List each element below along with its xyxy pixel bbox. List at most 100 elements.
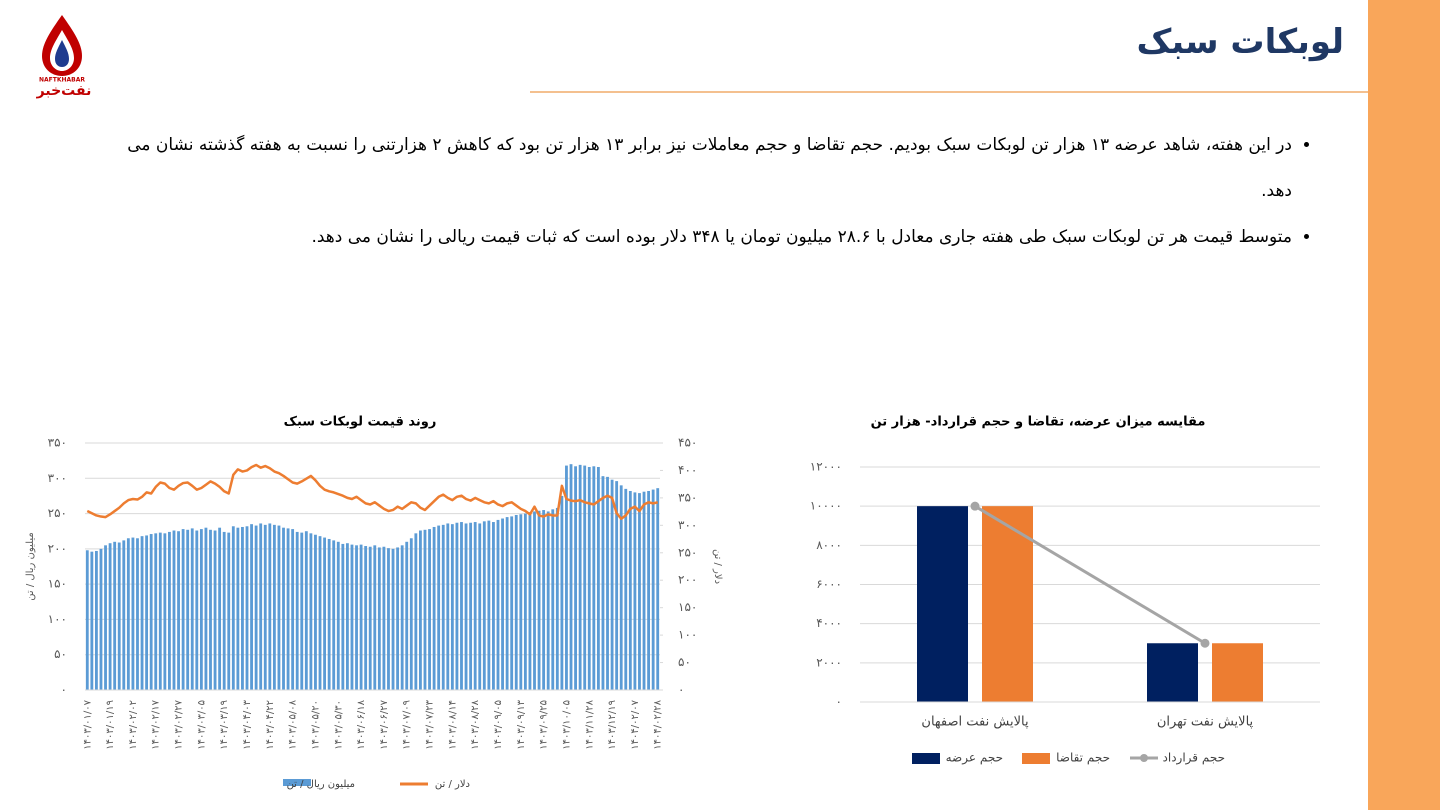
y-tick-label: ۱۰۰۰۰ xyxy=(810,499,842,513)
y2-tick-label: ۳۰۰ xyxy=(678,518,697,532)
bar xyxy=(405,541,409,690)
bar xyxy=(259,523,263,690)
x-tick-label: ۱۴۰۳/۰۴/۲۲ xyxy=(265,700,276,750)
legend-label: حجم تقاضا xyxy=(1056,751,1110,765)
bar xyxy=(309,533,313,690)
bar xyxy=(423,529,427,690)
bar xyxy=(364,546,368,690)
bar xyxy=(651,489,655,690)
bar xyxy=(583,465,587,690)
bar xyxy=(168,531,171,690)
bar xyxy=(441,524,445,690)
x-tick-label: ۱۴۰۳/۱۰/۰۵ xyxy=(561,700,572,750)
bar xyxy=(94,550,98,690)
bar xyxy=(615,481,619,690)
bar xyxy=(136,538,139,690)
bar xyxy=(323,537,326,690)
bar xyxy=(387,548,390,690)
bar xyxy=(523,513,527,690)
bar xyxy=(263,524,267,690)
y2-tick-label: ۲۰۰ xyxy=(678,573,697,587)
bar xyxy=(619,485,623,690)
y-tick-label: ۳۰۰ xyxy=(48,471,67,485)
bar xyxy=(327,538,331,690)
y2-tick-label: ۱۵۰ xyxy=(678,600,697,614)
bar xyxy=(295,531,299,690)
x-tick-label: ۱۴۰۳/۰۸/۲۸ xyxy=(470,699,481,749)
bar xyxy=(145,535,149,690)
y-tick-label: ۵۰ xyxy=(54,647,67,661)
y-tick-label: ۲۰۰ xyxy=(48,541,67,555)
bar xyxy=(345,543,349,690)
x-tick-label: ۱۴۰۳/۰۷/۰۹ xyxy=(402,700,413,750)
bar xyxy=(241,526,244,690)
x-tick-label: ۱۴۰۳/۰۵/۳۰ xyxy=(333,700,344,750)
bar xyxy=(250,524,253,690)
x-tick-label: ۱۴۰۳/۰۹/۲۵ xyxy=(539,700,550,750)
bar xyxy=(555,507,559,690)
bar xyxy=(400,545,404,690)
bar xyxy=(373,545,377,690)
bar xyxy=(487,520,491,690)
x-tick-label: ۱۴۰۳/۰۸/۱۴ xyxy=(447,700,458,750)
x-tick-label: ۱۴۰۳/۰۳/۱۹ xyxy=(219,700,230,750)
y2-tick-label: ۲۵۰ xyxy=(678,545,697,559)
bar xyxy=(227,532,231,690)
bar xyxy=(177,531,180,690)
x-tick-label: ۱۴۰۳/۰۶/۲۷ xyxy=(379,699,390,749)
bar xyxy=(300,532,304,690)
x-tick-label: ۱۴۰۳/۰۱/۱۹ xyxy=(105,700,116,750)
bar xyxy=(482,521,486,690)
y-tick-label: ۱۲۰۰۰ xyxy=(810,460,842,474)
bar xyxy=(195,530,199,690)
bar xyxy=(528,512,532,690)
bar xyxy=(432,526,436,690)
bar xyxy=(437,525,441,690)
bar xyxy=(154,533,158,690)
bar xyxy=(318,536,322,690)
bar xyxy=(633,492,637,690)
bar xyxy=(396,547,400,690)
bar xyxy=(455,522,459,690)
bar xyxy=(186,529,190,690)
y-tick-label: ۲۰۰۰ xyxy=(816,655,842,669)
bar xyxy=(478,523,482,690)
bar xyxy=(647,490,651,690)
bar xyxy=(560,495,564,690)
bar xyxy=(163,533,167,690)
chart-title: روند قیمت لوبکات سبک xyxy=(284,415,437,430)
bar xyxy=(149,534,153,690)
bar xyxy=(510,516,514,690)
x-tick-label: ۱۴۰۳/۰۷/۲۳ xyxy=(425,699,436,749)
bar xyxy=(272,524,276,690)
bar xyxy=(108,543,112,690)
bar xyxy=(1212,643,1263,702)
bar xyxy=(519,514,523,690)
x-tick-label: ۱۴۰۳/۱۱/۲۸ xyxy=(584,699,595,749)
bar xyxy=(350,544,354,690)
line-series xyxy=(86,463,659,520)
bar xyxy=(391,548,395,690)
bar xyxy=(624,488,628,690)
legend-label: میلیون ریال / تن xyxy=(287,779,355,790)
bar xyxy=(446,523,450,690)
x-tick-label: ۱۴۰۳/۰۹/۰۵ xyxy=(493,700,504,750)
legend-label: حجم عرضه xyxy=(946,751,1003,766)
bar xyxy=(537,510,541,690)
legend-marker xyxy=(1140,754,1148,762)
logo: NAFTKHABAR نفت‌خبر xyxy=(36,15,92,99)
bar xyxy=(587,466,591,690)
bar xyxy=(336,541,340,690)
x-tick-label: ۱۴۰۳/۰۱/۰۷ xyxy=(82,699,93,749)
bar xyxy=(473,522,477,690)
legend-label: دلار / تن xyxy=(435,779,470,790)
bar xyxy=(341,543,345,690)
x-tick-label: ۱۴۰۳/۰۵/۰۸ xyxy=(288,699,299,749)
logo-name: نفت‌خبر xyxy=(36,83,92,99)
bar xyxy=(131,537,135,690)
bar xyxy=(332,540,336,690)
bar xyxy=(209,529,212,690)
bar xyxy=(282,527,285,690)
bar xyxy=(414,533,418,690)
